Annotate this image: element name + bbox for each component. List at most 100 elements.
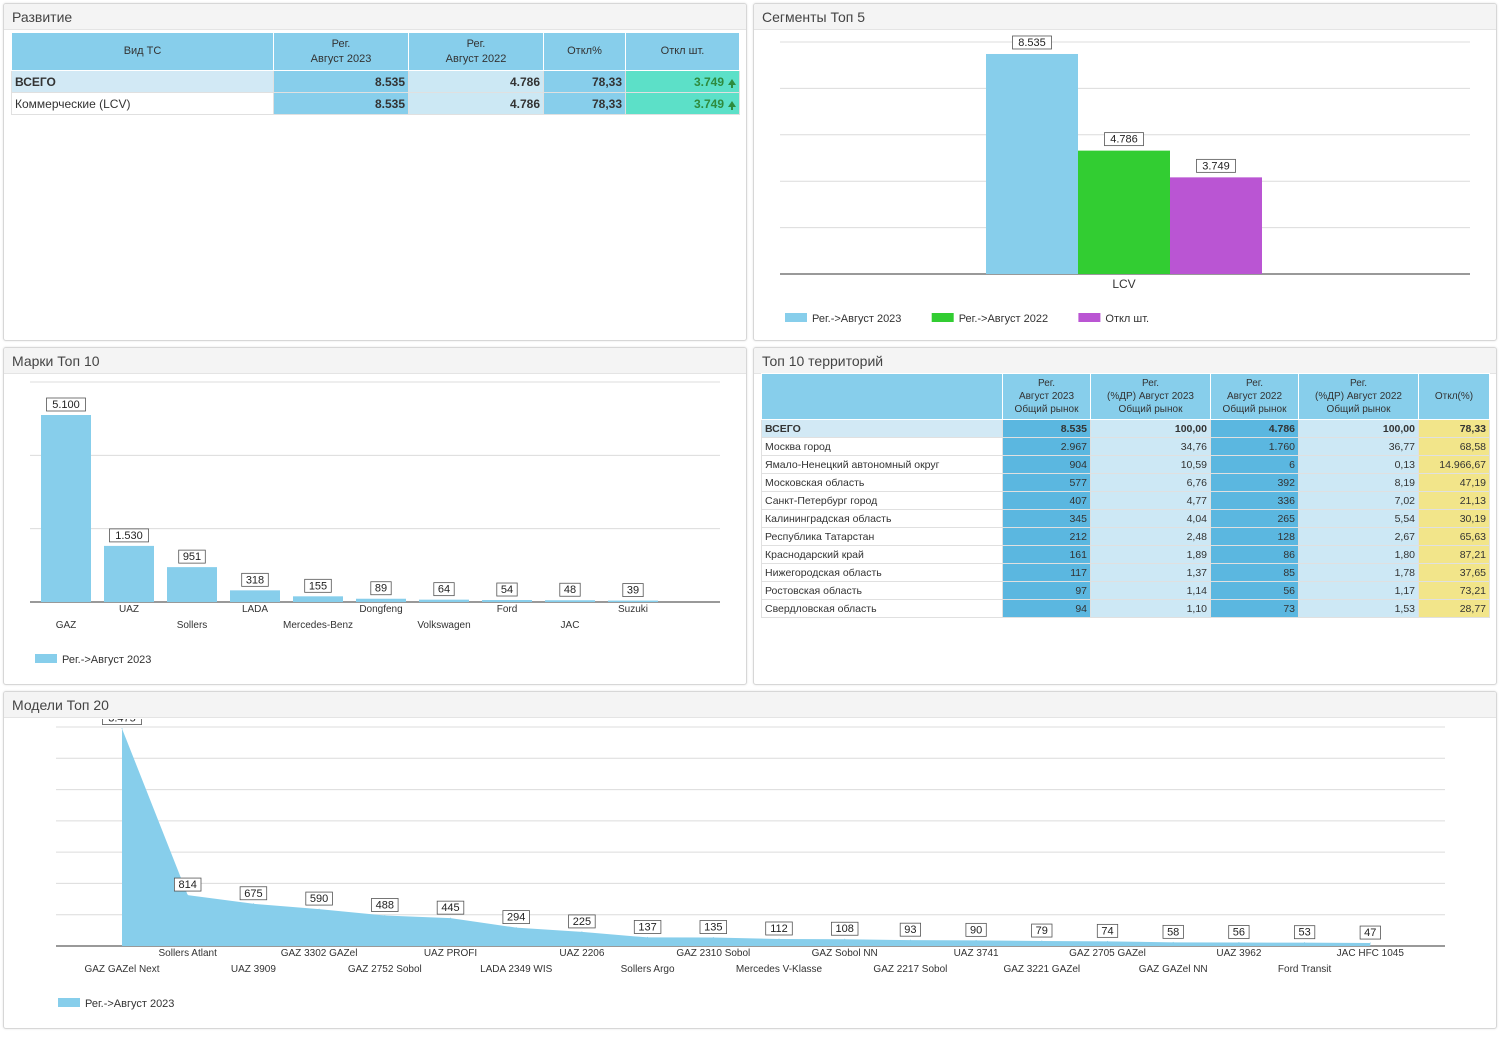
data-label-box xyxy=(304,578,332,593)
cell-deviation-pct: 14.966,67 xyxy=(1418,455,1490,474)
table-row[interactable]: Калининградская область 345 4,04 265 5,54 30,… xyxy=(761,509,1490,528)
tick-label: GAZ xyxy=(56,620,77,631)
tick-label: UAZ 3909 xyxy=(231,964,276,975)
header-reg-2023[interactable]: Рег. Август 2023 xyxy=(273,32,409,71)
cell-deviation-pct: 78,33 xyxy=(1418,419,1490,438)
cell-reg-2023: 904 xyxy=(1002,455,1091,474)
brands-chart: 5.100 GAZ 1.530 UAZ 951 Sollers 318 LADA 155 Merc… xyxy=(30,381,720,666)
tick-label: LADA xyxy=(242,604,268,615)
data-label: 1.530 xyxy=(115,530,143,542)
tick-label: GAZ GAZel NN xyxy=(1139,964,1208,975)
tick-label: JAC HFC 1045 xyxy=(1337,948,1405,959)
data-label: 814 xyxy=(179,879,197,891)
tick-label: Sollers xyxy=(177,620,208,631)
data-label-box xyxy=(1196,158,1236,173)
tick-label: Sollers Atlant xyxy=(159,948,218,959)
data-point xyxy=(252,903,254,905)
table-row[interactable]: Республика Татарстан 212 2,48 128 2,67 65,63 xyxy=(761,527,1490,546)
data-point xyxy=(581,931,583,933)
panel-models: Модели Топ 20 3.475 GAZ GAZel Next 814 Soll… xyxy=(3,691,1497,1029)
table-row[interactable]: Ростовская область 97 1,14 56 1,17 73,21 xyxy=(761,581,1490,600)
data-label-box xyxy=(178,549,206,564)
data-point xyxy=(975,939,977,941)
bar xyxy=(419,599,469,602)
cell-reg-2022: 86 xyxy=(1210,545,1299,564)
cell-reg-2022: 85 xyxy=(1210,563,1299,582)
table-row[interactable]: Краснодарский край 161 1,89 86 1,80 87,21 xyxy=(761,545,1490,564)
table-row[interactable]: Ямало-Ненецкий автономный округ 904 10,59 6… xyxy=(761,455,1490,474)
data-label: 39 xyxy=(627,585,639,597)
data-point xyxy=(450,917,451,919)
data-label: 5.100 xyxy=(52,399,80,411)
header-deviation-units[interactable]: Откл шт. xyxy=(625,32,740,71)
cell-reg-2023: 161 xyxy=(1002,545,1091,564)
tick-label: UAZ 2206 xyxy=(559,948,604,959)
legend-label: Рег.->Август 2023 xyxy=(85,998,174,1010)
data-label: 155 xyxy=(309,580,327,592)
data-point xyxy=(1172,941,1174,943)
cell-reg-2023: 117 xyxy=(1002,563,1091,582)
table-row[interactable]: ВСЕГО 8.535 100,00 4.786 100,00 78,33 xyxy=(761,419,1490,438)
header-deviation-pct[interactable]: Откл(%) xyxy=(1418,373,1490,420)
cell-reg-2022: 128 xyxy=(1210,527,1299,546)
deviation-value: 3.749 xyxy=(693,96,724,111)
cell-territory: Краснодарский край xyxy=(761,545,1003,564)
data-label-box xyxy=(173,877,202,892)
data-label-box xyxy=(502,910,530,925)
data-label: 54 xyxy=(501,584,513,596)
table-row[interactable]: Московская область 577 6,76 392 8,19 47,19 xyxy=(761,473,1490,492)
cell-territory: Москва город xyxy=(761,437,1003,456)
table-row[interactable]: Свердловская область 94 1,10 73 1,53 28,77 xyxy=(761,599,1490,618)
legend-swatch xyxy=(35,654,57,663)
header-deviation-pct[interactable]: Откл% xyxy=(543,32,626,71)
data-label: 74 xyxy=(1101,925,1113,937)
table-row[interactable]: Санкт-Петербург город 407 4,77 336 7,02 21,13 xyxy=(761,491,1490,510)
cell-share-2023: 1,37 xyxy=(1090,563,1211,582)
table-row[interactable]: Москва город 2.967 34,76 1.760 36,77 68,58 xyxy=(761,437,1490,456)
table-row[interactable]: Коммерческие (LCV) 8.535 4.786 78,33 3.7… xyxy=(11,92,740,115)
data-label: 675 xyxy=(244,888,262,900)
data-label: 445 xyxy=(441,902,459,914)
header-territory[interactable] xyxy=(761,373,1003,420)
cell-territory: Свердловская область xyxy=(761,599,1003,618)
cell-share-2023: 6,76 xyxy=(1090,473,1211,492)
cell-reg-2023: 577 xyxy=(1002,473,1091,492)
header-share-2023[interactable]: Рег. (%ДР) Август 2023 Общий рынок xyxy=(1090,373,1211,420)
tick-label: UAZ 3741 xyxy=(954,948,999,959)
cell-deviation-pct: 47,19 xyxy=(1418,473,1490,492)
header-vehicle-type[interactable]: Вид ТС xyxy=(11,32,274,71)
cell-territory: Республика Татарстан xyxy=(761,527,1003,546)
header-share-2022[interactable]: Рег. (%ДР) Август 2022 Общий рынок xyxy=(1298,373,1419,420)
cell-reg-2023: 94 xyxy=(1002,599,1091,618)
data-point xyxy=(318,908,320,910)
cell-deviation-pct: 78,33 xyxy=(543,92,626,115)
data-label-box xyxy=(436,900,465,915)
data-label-box xyxy=(568,914,596,929)
data-point xyxy=(909,939,911,941)
data-label-box xyxy=(633,920,662,934)
tick-label: GAZ 3221 GAZel xyxy=(1003,964,1080,975)
data-label-box xyxy=(1012,35,1052,50)
data-label: 3.475 xyxy=(108,719,136,725)
cell-share-2023: 1,10 xyxy=(1090,599,1211,618)
data-point xyxy=(1041,940,1043,942)
table-row[interactable]: ВСЕГО 8.535 4.786 78,33 3.749 xyxy=(11,70,740,93)
cell-reg-2022: 56 xyxy=(1210,581,1299,600)
data-label-box xyxy=(559,582,581,597)
data-label: 112 xyxy=(770,923,788,935)
header-reg-2022[interactable]: Рег. Август 2022 Общий рынок xyxy=(1210,373,1299,420)
tick-label: Sollers Argo xyxy=(621,964,675,975)
data-label: 48 xyxy=(564,584,576,596)
table-row[interactable]: Нижегородская область 117 1,37 85 1,78 37,65 xyxy=(761,563,1490,582)
cell-deviation-pct: 78,33 xyxy=(543,70,626,93)
bar xyxy=(356,598,406,602)
data-point xyxy=(384,914,386,916)
header-reg-2023[interactable]: Рег. Август 2023 Общий рынок xyxy=(1002,373,1091,420)
data-label: 590 xyxy=(310,893,328,905)
bar xyxy=(167,567,217,602)
data-label-box xyxy=(1228,925,1250,939)
cell-reg-2022: 392 xyxy=(1210,473,1299,492)
tick-label: Mercedes-Benz xyxy=(283,620,353,631)
header-reg-2022[interactable]: Рег. Август 2022 xyxy=(408,32,544,71)
bar xyxy=(545,600,595,602)
